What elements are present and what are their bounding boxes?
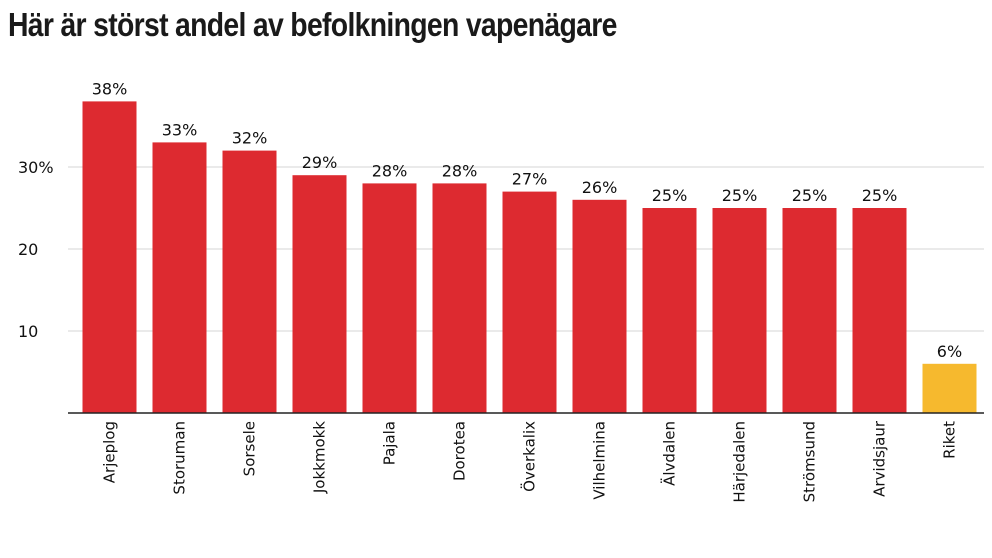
category-label: Dorotea xyxy=(451,421,469,481)
value-label: 28% xyxy=(442,161,478,180)
bars xyxy=(82,101,977,414)
value-label: 38% xyxy=(92,79,128,98)
y-tick-label: 30% xyxy=(18,158,54,177)
bar-vilhelmina xyxy=(572,199,627,413)
bar-jokkmokk xyxy=(292,175,347,413)
category-label: Arvidsjaur xyxy=(871,420,889,497)
value-label: 25% xyxy=(652,186,688,205)
value-label: 25% xyxy=(722,186,758,205)
value-label: 28% xyxy=(372,161,408,180)
category-label: Storuman xyxy=(171,421,189,495)
value-label: 26% xyxy=(582,178,618,197)
bar-strömsund xyxy=(782,208,837,413)
value-label: 29% xyxy=(302,153,338,172)
category-label: Älvdalen xyxy=(660,421,679,486)
x-axis-category-labels: Arjeplog Storuman Sorsele Jokkmokk Pajala Dor… xyxy=(101,420,959,502)
bar-överkalix xyxy=(502,191,557,413)
bar-arjeplog xyxy=(82,101,137,414)
bar-härjedalen xyxy=(712,208,767,413)
category-label: Arjeplog xyxy=(101,421,119,483)
value-labels: 38% 33% 32% 29% 28% 28% 27% 26% 25% 25% 25% 25% 6% xyxy=(92,79,962,360)
y-tick-label: 10 xyxy=(18,322,38,341)
value-label: 25% xyxy=(792,186,828,205)
value-label: 6% xyxy=(937,342,962,361)
value-label: 32% xyxy=(232,129,268,148)
bar-riket xyxy=(922,363,977,413)
value-label: 33% xyxy=(162,120,198,139)
bar-arvidsjaur xyxy=(852,208,907,413)
category-label: Riket xyxy=(941,421,959,459)
category-label: Strömsund xyxy=(801,421,819,502)
category-label: Jokkmokk xyxy=(311,421,329,494)
value-label: 25% xyxy=(862,186,898,205)
bar-storuman xyxy=(152,142,207,413)
category-label: Vilhelmina xyxy=(591,421,609,500)
value-label: 27% xyxy=(512,170,548,189)
category-label: Sorsele xyxy=(241,421,259,476)
y-tick-label: 20 xyxy=(18,240,38,259)
bar-sorsele xyxy=(222,150,277,413)
bar-pajala xyxy=(362,183,417,413)
bar-älvdalen xyxy=(642,208,697,413)
category-label: Härjedalen xyxy=(731,421,749,503)
category-label: Pajala xyxy=(381,421,399,465)
chart-title: Här är störst andel av befolkningen vape… xyxy=(8,6,617,43)
y-axis-tick-labels: 10 20 30% xyxy=(18,158,54,341)
category-label: Överkalix xyxy=(520,421,539,492)
bar-dorotea xyxy=(432,183,487,413)
